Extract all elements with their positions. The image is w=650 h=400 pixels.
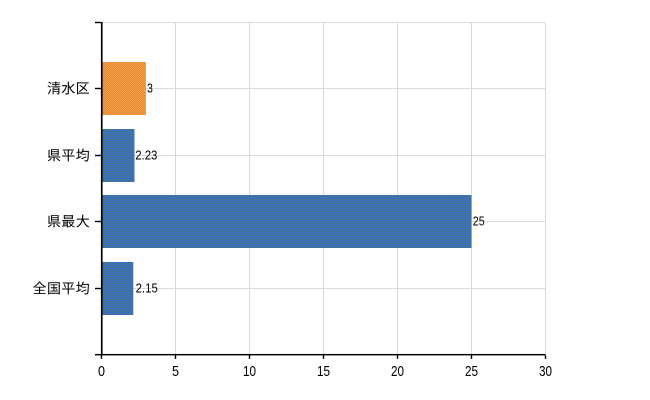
svg-text:10: 10 (243, 363, 256, 380)
svg-text:2.15: 2.15 (136, 281, 158, 296)
svg-text:2.23: 2.23 (135, 148, 157, 163)
svg-text:30: 30 (539, 363, 552, 380)
svg-text:25: 25 (473, 214, 485, 229)
svg-text:20: 20 (391, 363, 404, 380)
svg-text:0: 0 (98, 363, 105, 380)
svg-text:5: 5 (172, 363, 179, 380)
svg-text:25: 25 (465, 363, 478, 380)
svg-text:3: 3 (147, 81, 153, 96)
svg-text:15: 15 (317, 363, 330, 380)
